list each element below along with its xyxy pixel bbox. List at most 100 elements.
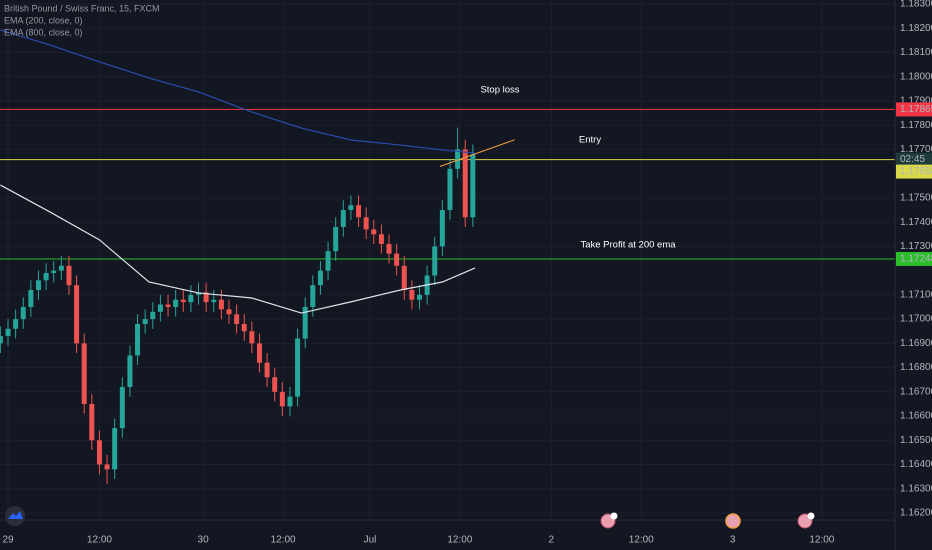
x-tick-label: 29 xyxy=(2,535,14,546)
x-tick-label: 12:00 xyxy=(87,535,112,546)
y-tick-label: 1.17700 xyxy=(900,144,932,155)
candle-body xyxy=(462,149,468,218)
candle-body xyxy=(51,270,57,274)
candle-body xyxy=(394,253,400,266)
y-tick-label: 1.17400 xyxy=(900,217,932,228)
candle-body xyxy=(196,292,202,295)
candle-body xyxy=(112,428,118,470)
annotation: Stop loss xyxy=(480,85,519,96)
annotation: Entry xyxy=(579,135,601,146)
y-tick-label: 1.18000 xyxy=(900,71,932,82)
candle-body xyxy=(5,328,11,337)
candle-body xyxy=(0,336,3,344)
candle-body xyxy=(310,285,316,307)
x-tick-label: 2 xyxy=(549,535,555,546)
ema-line xyxy=(0,29,476,154)
candle-body xyxy=(157,304,163,312)
legend-entry: EMA (800, close, 0) xyxy=(4,27,83,37)
price-tag-label: 1.17658 xyxy=(900,166,932,177)
candle-body xyxy=(317,270,323,286)
candle-body xyxy=(348,205,354,211)
candle-body xyxy=(58,265,64,271)
candle-body xyxy=(333,226,339,252)
legend-entry: EMA (200, close, 0) xyxy=(4,15,83,25)
candle-body xyxy=(188,294,194,303)
x-tick-label: 3 xyxy=(730,535,736,546)
countdown: 02:45 xyxy=(900,154,925,165)
event-icon[interactable] xyxy=(725,513,741,529)
candle-body xyxy=(127,355,133,387)
y-tick-label: 1.16900 xyxy=(900,338,932,349)
y-tick-label: 1.17800 xyxy=(900,120,932,131)
candle-body xyxy=(234,314,240,324)
candle-body xyxy=(20,306,26,320)
candle-body xyxy=(74,285,80,344)
candle-body xyxy=(455,149,461,169)
x-tick-label: 30 xyxy=(198,535,210,546)
candle-body xyxy=(150,311,156,320)
trend-line xyxy=(439,139,515,167)
y-tick-label: 1.17900 xyxy=(900,96,932,107)
candle-body xyxy=(447,168,453,211)
y-tick-label: 1.17100 xyxy=(900,289,932,300)
candle-body xyxy=(340,210,346,227)
event-badge xyxy=(610,512,618,520)
annotation: Take Profit at 200 ema xyxy=(580,240,676,251)
candle-body xyxy=(409,290,415,300)
candle-body xyxy=(279,391,285,407)
price-tag xyxy=(896,251,932,266)
y-tick-label: 1.16800 xyxy=(900,362,932,373)
candle-body xyxy=(43,273,49,281)
price-tag xyxy=(896,102,932,117)
candle-body xyxy=(371,229,377,235)
price-tag xyxy=(896,164,932,179)
countdown-tag xyxy=(896,152,932,166)
candle-body xyxy=(226,309,232,315)
candle-body xyxy=(295,338,301,397)
candle-body xyxy=(180,299,186,303)
candle-body xyxy=(470,154,476,218)
candle-body xyxy=(104,464,110,470)
price-tag-label: 1.17248 xyxy=(900,254,932,265)
plot-area xyxy=(0,29,895,484)
candle-body xyxy=(249,331,255,344)
candle-body xyxy=(241,323,247,332)
x-tick-label: 12:00 xyxy=(447,535,472,546)
y-tick-label: 1.17000 xyxy=(900,314,932,325)
candle-body xyxy=(432,246,438,276)
candle-body xyxy=(386,243,392,254)
candle-body xyxy=(142,319,148,324)
y-tick-label: 1.17500 xyxy=(900,193,932,204)
logo[interactable] xyxy=(5,506,25,526)
candle-body xyxy=(165,304,171,307)
price-tag-label: 1.17865 xyxy=(900,104,932,115)
y-tick-label: 1.16700 xyxy=(900,386,932,397)
y-tick-label: 1.16400 xyxy=(900,459,932,470)
y-tick-label: 1.18100 xyxy=(900,47,932,58)
chart-title: British Pound / Swiss Franc, 15, FXCM xyxy=(4,3,160,13)
candle-body xyxy=(13,319,19,329)
x-tick-label: 12:00 xyxy=(271,535,296,546)
x-tick-label: Jul xyxy=(364,535,377,546)
candle-body xyxy=(28,290,34,307)
candle-body xyxy=(416,294,422,300)
y-tick-label: 1.16200 xyxy=(900,508,932,519)
candle-body xyxy=(378,234,384,244)
candle-body xyxy=(302,306,308,339)
candle-body xyxy=(35,280,41,291)
x-tick-label: 12:00 xyxy=(809,535,834,546)
y-tick-label: 1.16600 xyxy=(900,411,932,422)
candle-body xyxy=(173,299,179,307)
candle-body xyxy=(256,343,262,363)
candle-body xyxy=(356,205,362,218)
candle-body xyxy=(89,403,95,441)
y-tick-label: 1.17300 xyxy=(900,241,932,252)
logo-icon xyxy=(8,511,23,519)
candle-body xyxy=(211,299,217,303)
event-icons[interactable] xyxy=(600,512,815,529)
grid xyxy=(0,0,895,520)
candle-body xyxy=(218,299,224,310)
ema-line xyxy=(0,184,476,314)
y-tick-label: 1.18300 xyxy=(900,0,932,10)
